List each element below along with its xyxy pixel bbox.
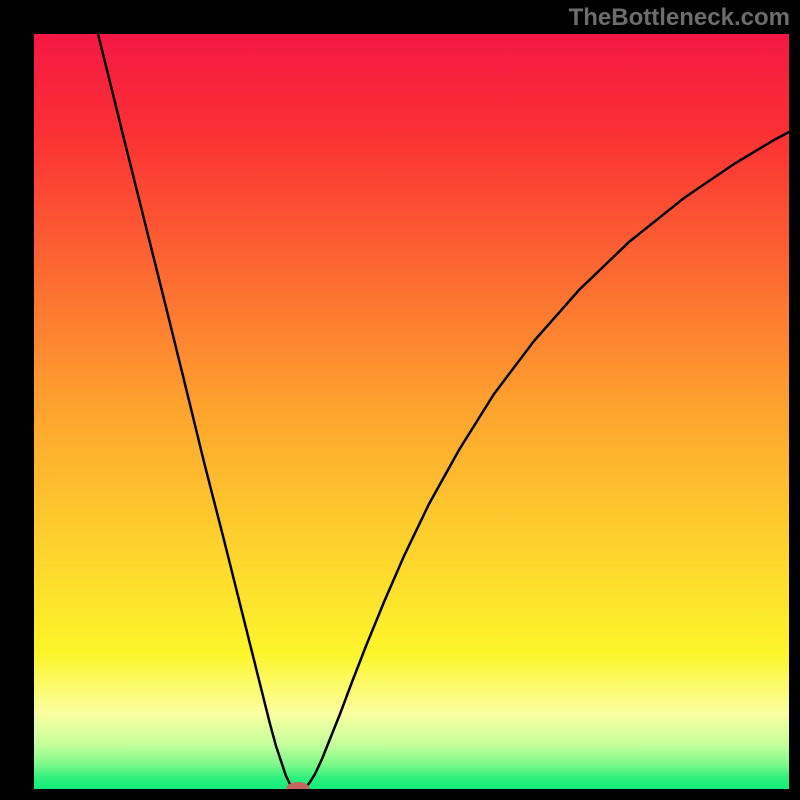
chart-svg	[0, 0, 800, 800]
border-right	[789, 0, 800, 800]
plot-background	[34, 34, 789, 789]
border-bottom	[0, 789, 800, 800]
bottleneck-chart: TheBottleneck.com	[0, 0, 800, 800]
watermark-text: TheBottleneck.com	[569, 4, 790, 32]
border-left	[0, 0, 34, 800]
